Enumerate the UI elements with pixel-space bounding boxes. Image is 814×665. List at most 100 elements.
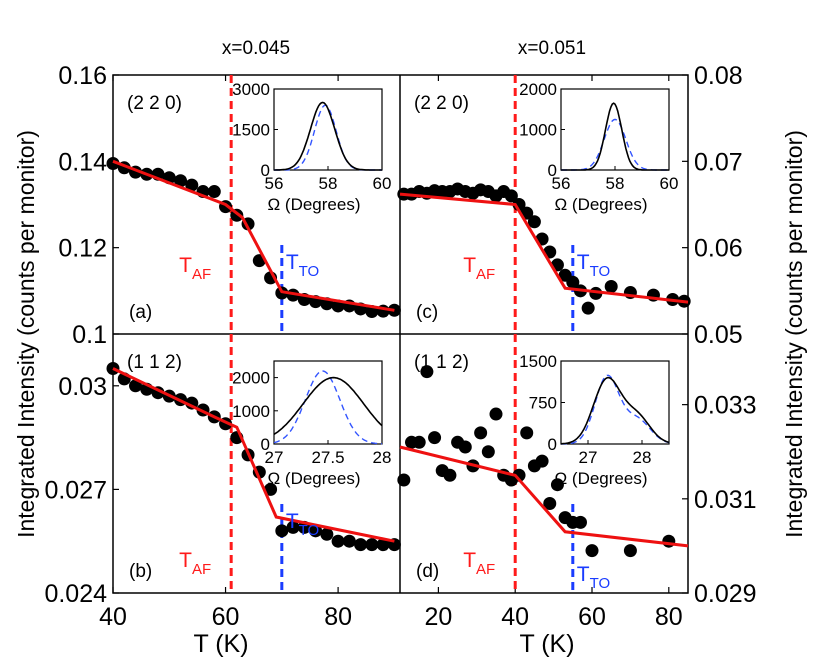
data-point bbox=[320, 527, 334, 541]
fit-line bbox=[399, 192, 689, 304]
data-point bbox=[489, 407, 503, 421]
inset-x-label: Ω (Degrees) bbox=[554, 469, 647, 488]
column-title-left: x=0.045 bbox=[222, 38, 290, 59]
data-point bbox=[458, 440, 472, 454]
tAF-subscript: AF bbox=[192, 561, 211, 578]
y-tick-label: 0.12 bbox=[58, 235, 107, 263]
inset-x-tick-label: 56 bbox=[265, 174, 284, 193]
data-point bbox=[443, 468, 457, 482]
panel-label: (b) bbox=[129, 561, 152, 582]
inset-x-tick-label: 28 bbox=[633, 448, 652, 467]
inset-y-tick-label: 0 bbox=[548, 161, 557, 180]
inset-x-label: Ω (Degrees) bbox=[267, 195, 360, 214]
tTO-subscript: TO bbox=[590, 575, 611, 592]
inset-solid-profile bbox=[274, 101, 382, 171]
inset-y-tick-label: 2000 bbox=[519, 80, 557, 99]
inset-c: 56 58 60 0 1000 2000 Ω (Degrees) bbox=[519, 80, 678, 214]
tTO-label: TTO bbox=[286, 510, 319, 539]
x-axis-label-right: T (K) bbox=[519, 630, 574, 658]
inset-y-tick-label: 750 bbox=[529, 394, 557, 413]
data-point bbox=[331, 534, 345, 548]
y-tick-label: 0.16 bbox=[58, 62, 107, 90]
data-point bbox=[543, 497, 557, 511]
inset-x-label: Ω (Degrees) bbox=[267, 469, 360, 488]
inset-y-tick-label: 0 bbox=[548, 435, 557, 454]
y-tick-label: 0.1 bbox=[72, 321, 107, 349]
inset-a: 56 58 60 0 1500 3000 Ω (Degrees) bbox=[232, 80, 391, 214]
data-point bbox=[623, 544, 637, 558]
y-axis-label-right: Integrated Intensity (counts per monitor… bbox=[781, 130, 807, 538]
y-tick-label: 0.07 bbox=[694, 148, 743, 176]
data-point bbox=[309, 524, 323, 538]
data-point bbox=[604, 280, 618, 294]
data-point bbox=[376, 538, 390, 552]
tTO-label: TTO bbox=[286, 251, 319, 280]
x-tick-label: 80 bbox=[324, 603, 352, 631]
panel-a: 0.16 0.14 0.12 0.1 (2 2 0) (a) TAF TTO 56 58 60 0 15… bbox=[58, 62, 401, 349]
tTO-subscript: TO bbox=[590, 263, 611, 280]
data-point bbox=[185, 178, 199, 192]
data-point bbox=[527, 215, 541, 229]
inset-solid-profile bbox=[560, 376, 670, 445]
y-tick-label: 0.031 bbox=[694, 486, 757, 514]
inset-y-tick-label: 1500 bbox=[519, 352, 557, 371]
tAF-subscript: AF bbox=[476, 266, 495, 283]
inset-x-tick-label: 56 bbox=[552, 174, 571, 193]
panel-label: (d) bbox=[416, 561, 439, 582]
tTO-subscript: TO bbox=[299, 263, 320, 280]
y-tick-label: 0.03 bbox=[58, 373, 107, 401]
inset-x-tick-label: 27 bbox=[265, 448, 284, 467]
x-tick-label: 60 bbox=[212, 603, 240, 631]
data-point bbox=[474, 426, 488, 440]
data-point bbox=[535, 454, 549, 468]
panel-label: (a) bbox=[129, 302, 152, 323]
reflection-label: (2 2 0) bbox=[414, 93, 469, 114]
inset-y-tick-label: 1000 bbox=[519, 121, 557, 140]
inset-b: 27 27.5 28 0 1000 2000 Ω (Degrees) bbox=[232, 360, 392, 488]
fit-line bbox=[112, 159, 395, 312]
inset-frame bbox=[273, 88, 383, 171]
x-tick-label: 60 bbox=[578, 603, 606, 631]
inset-y-tick-label: 3000 bbox=[232, 80, 270, 99]
data-point bbox=[504, 189, 518, 203]
tAF-label: TAF bbox=[463, 549, 495, 578]
data-point bbox=[397, 473, 411, 487]
y-tick-label: 0.033 bbox=[694, 392, 757, 420]
y-tick-label: 0.06 bbox=[694, 235, 743, 263]
column-title-right: x=0.051 bbox=[518, 38, 586, 59]
inset-y-tick-label: 0 bbox=[261, 435, 270, 454]
x-tick-label: 40 bbox=[501, 603, 529, 631]
data-point bbox=[520, 426, 534, 440]
inset-x-tick-label: 28 bbox=[373, 448, 392, 467]
tAF-label: TAF bbox=[463, 254, 495, 283]
reflection-label: (1 1 2) bbox=[127, 352, 182, 373]
x-tick-label: 40 bbox=[99, 603, 127, 631]
data-point bbox=[585, 544, 599, 558]
panel-d: 0.033 0.031 0.029 (1 1 2) (d) TAF TTO 27 28 0 750 1… bbox=[397, 334, 757, 608]
reflection-label: (2 2 0) bbox=[127, 93, 182, 114]
panel-c: 0.08 0.07 0.06 0.05 (2 2 0) (c) TAF TTO 56 58 60 0 1… bbox=[397, 62, 743, 349]
y-tick-label: 0.027 bbox=[44, 476, 107, 504]
data-point bbox=[481, 445, 495, 459]
tTO-label: TTO bbox=[577, 563, 610, 592]
inset-y-tick-label: 1500 bbox=[232, 121, 270, 140]
tAF-label: TAF bbox=[179, 254, 211, 283]
data-point bbox=[662, 534, 676, 548]
inset-x-tick-label: 27.5 bbox=[311, 448, 344, 467]
data-point bbox=[412, 435, 426, 449]
data-point bbox=[573, 515, 587, 529]
y-axis-label-left: Integrated Intensity (counts per monitor… bbox=[13, 130, 39, 538]
inset-x-tick-label: 58 bbox=[319, 174, 338, 193]
inset-frame bbox=[560, 88, 670, 171]
inset-x-tick-label: 60 bbox=[660, 174, 679, 193]
x-tick-label: 20 bbox=[424, 603, 452, 631]
reflection-label: (1 1 2) bbox=[414, 352, 469, 373]
data-point bbox=[550, 478, 564, 492]
data-point bbox=[365, 538, 379, 552]
fit-line bbox=[112, 367, 395, 543]
data-point bbox=[581, 301, 595, 315]
panel-label: (c) bbox=[416, 302, 438, 323]
y-tick-label: 0.029 bbox=[694, 580, 757, 608]
data-point bbox=[207, 185, 221, 199]
